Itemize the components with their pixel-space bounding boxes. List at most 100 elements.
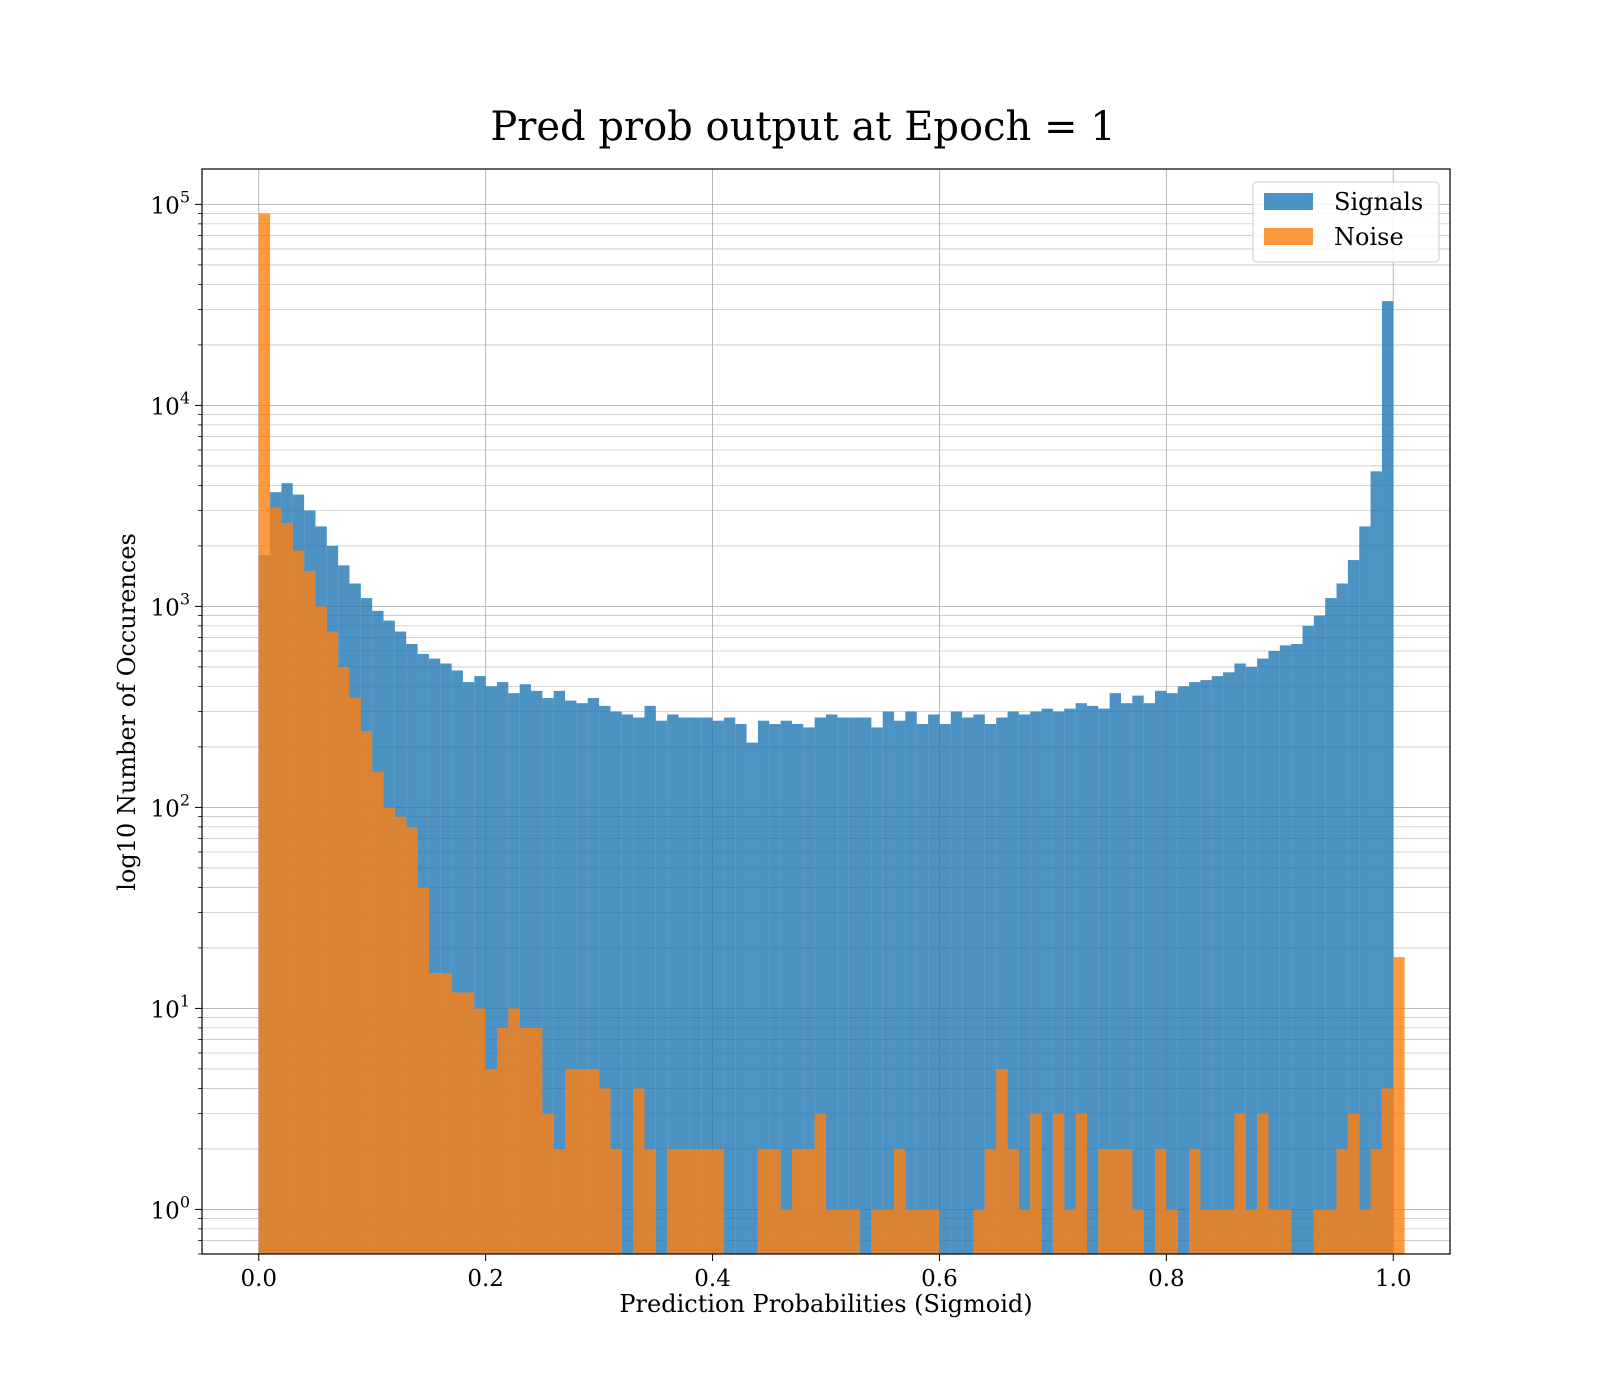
signals-bar: [689, 717, 702, 1254]
noise-bar: [1347, 1113, 1360, 1254]
noise-bar: [292, 550, 305, 1254]
noise-bar: [1279, 1209, 1292, 1254]
noise-bar: [542, 1113, 554, 1254]
noise-bar: [565, 1068, 577, 1254]
signals-bar: [678, 717, 690, 1254]
noise-bar: [326, 631, 339, 1254]
signals-bar: [667, 714, 679, 1254]
noise-bar: [1313, 1209, 1326, 1254]
legend-swatch-noise: [1264, 228, 1313, 245]
noise-bar: [508, 1008, 520, 1254]
signals-bar: [1041, 708, 1053, 1254]
signals-bar: [916, 723, 929, 1254]
noise-bar: [1166, 1209, 1178, 1254]
signals-bar: [905, 711, 917, 1254]
chart-title: Pred prob output at Epoch = 1: [490, 104, 1115, 150]
signals-bar: [1200, 680, 1212, 1254]
noise-bar: [1268, 1209, 1280, 1254]
noise-bar: [519, 1027, 532, 1254]
noise-bar: [1120, 1148, 1133, 1254]
signals-bar: [1052, 711, 1065, 1254]
noise-bar: [916, 1209, 929, 1254]
signals-bar: [576, 703, 588, 1254]
signals-bar: [1120, 703, 1133, 1254]
noise-bar: [610, 1148, 622, 1254]
y-axis-ticks: 100 101 102 103 104 105: [151, 187, 202, 1255]
signals-bar: [519, 684, 532, 1254]
y-tick-label: 105: [151, 187, 190, 219]
signals-bar: [769, 723, 781, 1254]
noise-bar: [1052, 1113, 1065, 1254]
noise-bar: [1189, 1148, 1201, 1254]
signals-bar: [1189, 682, 1201, 1254]
signals-bar: [962, 717, 974, 1254]
signals-bar: [894, 720, 906, 1254]
noise-bar: [417, 887, 429, 1254]
signals-bar: [1018, 714, 1031, 1254]
noise-bar: [531, 1027, 543, 1254]
noise-bar: [383, 807, 395, 1254]
noise-bar: [553, 1148, 566, 1254]
signals-bar: [462, 682, 475, 1254]
noise-bar: [1257, 1113, 1269, 1254]
signals-bar: [621, 714, 634, 1254]
signals-bar: [712, 720, 724, 1254]
noise-bar: [462, 992, 475, 1254]
signals-bar: [973, 714, 985, 1254]
signals-bar: [1211, 676, 1224, 1254]
signals-bar: [826, 714, 838, 1254]
noise-bar: [1393, 957, 1405, 1254]
noise-bar: [973, 1209, 985, 1254]
signals-bar: [882, 711, 895, 1254]
noise-bar: [1211, 1209, 1224, 1254]
signals-bar: [1268, 650, 1280, 1254]
x-axis-ticks: 0.0 0.2 0.4 0.6 0.8 1.0: [240, 1254, 1412, 1292]
signals-bar: [928, 714, 940, 1254]
signals-bar: [1132, 695, 1144, 1254]
noise-bar: [1245, 1209, 1258, 1254]
noise-bar: [1370, 1148, 1382, 1254]
noise-bar: [826, 1209, 838, 1254]
noise-bar: [315, 606, 327, 1254]
noise-bar: [769, 1148, 781, 1254]
noise-bar: [1336, 1148, 1348, 1254]
noise-bar: [1064, 1209, 1076, 1254]
signals-bar: [1166, 693, 1178, 1254]
signals-bar: [1370, 471, 1382, 1254]
signals-bar: [1075, 703, 1087, 1254]
noise-bar: [791, 1148, 804, 1254]
signals-bar: [1245, 666, 1258, 1254]
noise-bar: [701, 1148, 713, 1254]
signals-bar: [1109, 693, 1121, 1254]
y-tick-label: 101: [151, 991, 190, 1023]
noise-bar: [576, 1068, 588, 1254]
x-tick-label: 0.2: [467, 1266, 504, 1292]
noise-bar: [599, 1088, 611, 1254]
x-tick-label: 0.6: [921, 1266, 958, 1292]
noise-bar: [689, 1148, 702, 1254]
signals-bar: [1381, 301, 1394, 1254]
noise-bar: [1381, 1088, 1394, 1254]
signals-bar: [871, 727, 883, 1254]
signals-bar: [1155, 690, 1167, 1254]
signals-bar: [1177, 686, 1190, 1254]
y-tick-label: 100: [151, 1192, 190, 1224]
noise-bar: [1018, 1209, 1031, 1254]
signals-bar: [1291, 644, 1303, 1254]
signals-bar: [531, 690, 543, 1254]
noise-bar: [928, 1209, 940, 1254]
noise-bar: [587, 1068, 600, 1254]
noise-bar: [633, 1088, 645, 1254]
noise-bar: [644, 1148, 656, 1254]
signals-bar: [723, 717, 736, 1254]
signals-bar: [1030, 711, 1042, 1254]
noise-bar: [1109, 1148, 1121, 1254]
noise-bar: [270, 507, 282, 1255]
signals-bar: [780, 720, 792, 1254]
noise-bar: [372, 772, 384, 1254]
noise-bar: [406, 826, 418, 1254]
x-tick-label: 0.8: [1148, 1266, 1185, 1292]
signals-bar: [633, 717, 645, 1254]
signals-bar: [939, 723, 951, 1254]
x-tick-label: 1.0: [1375, 1266, 1412, 1292]
